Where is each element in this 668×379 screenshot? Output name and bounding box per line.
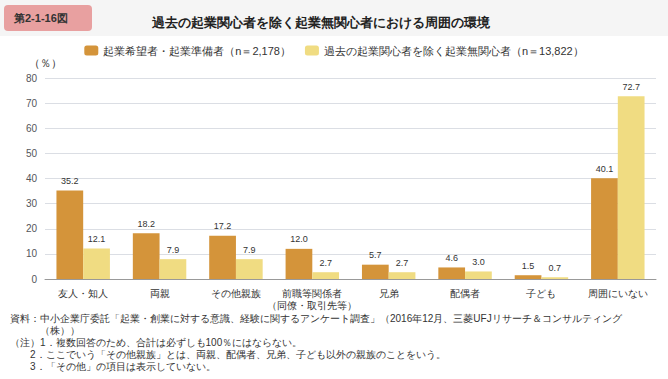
svg-text:20: 20	[26, 223, 38, 234]
svg-text:1.5: 1.5	[522, 261, 535, 271]
svg-text:30: 30	[26, 198, 38, 209]
svg-text:18.2: 18.2	[137, 219, 155, 229]
svg-text:3.0: 3.0	[472, 257, 485, 267]
svg-text:第2-1-16図: 第2-1-16図	[13, 12, 68, 24]
svg-text:3．「その他」の項目は表示していない。: 3．「その他」の項目は表示していない。	[10, 361, 216, 372]
svg-text:12.1: 12.1	[88, 234, 106, 244]
svg-text:（同僚・取引先等）: （同僚・取引先等）	[267, 300, 357, 311]
svg-text:周囲にいない: 周囲にいない	[588, 288, 648, 299]
svg-text:0.7: 0.7	[549, 263, 562, 273]
svg-text:7.9: 7.9	[243, 245, 256, 255]
svg-text:35.2: 35.2	[61, 176, 79, 186]
svg-text:2.7: 2.7	[319, 258, 332, 268]
svg-text:過去の起業関心者を除く起業無関心者（n＝13,822）: 過去の起業関心者を除く起業無関心者（n＝13,822）	[324, 45, 584, 57]
svg-text:2．ここでいう「その他親族」とは、両親、配偶者、兄弟、子ども: 2．ここでいう「その他親族」とは、両親、配偶者、兄弟、子ども以外の親族のことをい…	[10, 349, 446, 360]
svg-text:（％）: （％）	[29, 57, 62, 69]
svg-text:17.2: 17.2	[214, 221, 232, 231]
svg-text:両親: 両親	[150, 288, 170, 299]
svg-text:0: 0	[31, 274, 37, 285]
svg-text:配偶者: 配偶者	[450, 288, 480, 299]
svg-text:10: 10	[26, 248, 38, 259]
svg-text:（株））: （株））	[10, 325, 80, 336]
svg-text:友人・知人: 友人・知人	[58, 288, 108, 299]
svg-text:子ども: 子ども	[526, 288, 556, 299]
svg-text:7.9: 7.9	[167, 245, 180, 255]
svg-text:兄弟: 兄弟	[379, 288, 399, 299]
svg-text:80: 80	[26, 73, 38, 84]
svg-text:起業希望者・起業準備者（n＝2,178）: 起業希望者・起業準備者（n＝2,178）	[103, 45, 291, 57]
svg-text:資料：中小企業庁委託「起業・創業に対する意識、経験に関するア: 資料：中小企業庁委託「起業・創業に対する意識、経験に関するアンケート調査」（20…	[10, 313, 623, 324]
svg-text:60: 60	[26, 123, 38, 134]
svg-text:2.7: 2.7	[396, 258, 409, 268]
svg-text:70: 70	[26, 98, 38, 109]
svg-text:過去の起業関心者を除く起業無関心者における周囲の環境: 過去の起業関心者を除く起業無関心者における周囲の環境	[151, 15, 491, 30]
svg-text:（注）1．複数回答のため、合計は必ずしも100％にはならない: （注）1．複数回答のため、合計は必ずしも100％にはならない。	[10, 337, 302, 349]
svg-text:50: 50	[26, 148, 38, 159]
svg-text:前職等関係者: 前職等関係者	[282, 288, 342, 299]
svg-text:40.1: 40.1	[596, 164, 614, 174]
svg-text:その他親族: その他親族	[211, 288, 261, 299]
svg-text:40: 40	[26, 173, 38, 184]
svg-text:5.7: 5.7	[369, 250, 382, 260]
svg-text:4.6: 4.6	[445, 253, 458, 263]
svg-text:12.0: 12.0	[290, 234, 308, 244]
svg-text:72.7: 72.7	[622, 82, 640, 92]
